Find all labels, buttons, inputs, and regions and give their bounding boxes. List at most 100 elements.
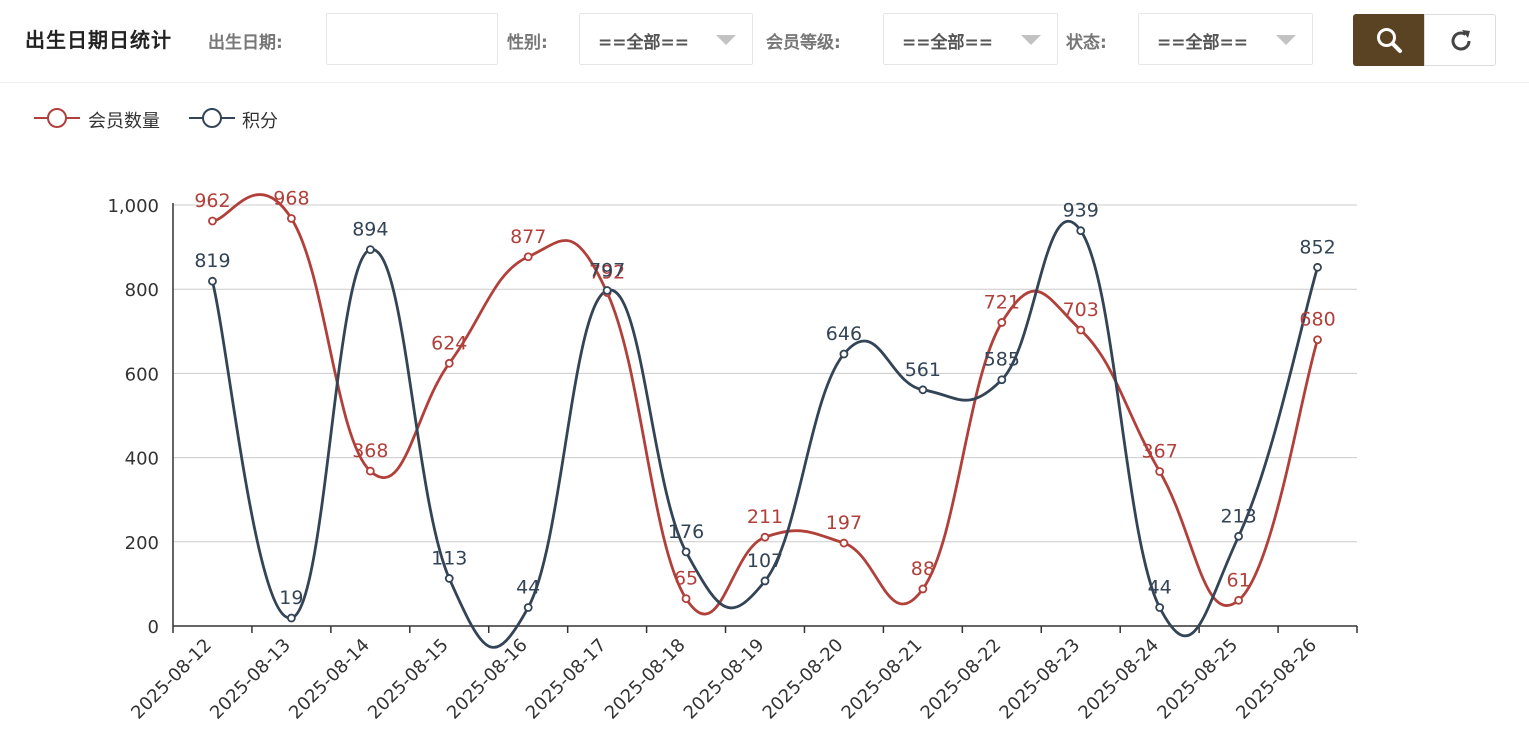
birth-date-input[interactable] (326, 13, 498, 65)
data-label: 877 (510, 226, 546, 248)
legend-label: 会员数量 (88, 111, 160, 132)
data-label: 646 (826, 323, 862, 345)
y-tick-label: 600 (125, 364, 159, 385)
data-point (760, 576, 770, 586)
legend-line-circle-icon (189, 108, 235, 128)
x-tick-label: 2025-08-14 (285, 635, 374, 724)
x-tick-label: 2025-08-26 (1232, 635, 1321, 724)
member-level-select-value: ==全部== (902, 33, 993, 53)
x-tick-label: 2025-08-17 (522, 635, 611, 724)
data-point (523, 603, 533, 612)
y-tick-label: 200 (125, 533, 159, 554)
data-point (918, 584, 928, 594)
data-label: 585 (984, 349, 1020, 371)
data-label: 176 (668, 521, 704, 543)
search-button[interactable] (1353, 14, 1425, 66)
data-label: 107 (747, 550, 783, 572)
data-label: 213 (1220, 505, 1256, 527)
y-tick-label: 1,000 (107, 196, 159, 217)
data-point (1155, 467, 1165, 476)
data-point (365, 466, 375, 476)
caret-down-icon (1276, 35, 1296, 45)
data-label: 703 (1063, 299, 1099, 321)
status-select[interactable]: ==全部== (1138, 13, 1313, 65)
y-tick-label: 0 (148, 617, 159, 638)
x-tick-label: 2025-08-19 (680, 635, 769, 724)
data-point (1234, 531, 1243, 541)
status-select-value: ==全部== (1157, 33, 1248, 53)
data-point (997, 318, 1007, 327)
legend-line-circle-icon (34, 108, 80, 128)
data-label: 968 (273, 187, 309, 209)
x-tick-label: 2025-08-16 (443, 635, 532, 724)
status-label: 状态: (1066, 33, 1107, 53)
x-tick-label: 2025-08-12 (127, 635, 216, 724)
x-tick-label: 2025-08-15 (364, 635, 453, 724)
data-label: 852 (1299, 236, 1335, 258)
legend-item-series-2[interactable]: 积分 (189, 106, 299, 132)
x-tick-label: 2025-08-13 (206, 635, 295, 724)
x-tick-label: 2025-08-24 (1074, 635, 1163, 724)
data-point (444, 574, 454, 583)
data-point (918, 385, 928, 395)
data-label: 561 (905, 359, 941, 381)
data-label: 19 (279, 587, 303, 609)
data-label: 368 (352, 440, 388, 462)
data-point (444, 358, 454, 368)
data-label: 88 (911, 558, 935, 580)
gender-select[interactable]: ==全部== (579, 13, 753, 65)
data-label: 367 (1142, 440, 1178, 462)
data-point (365, 245, 375, 255)
refresh-icon (1451, 30, 1471, 51)
data-point (1313, 335, 1322, 345)
data-label: 962 (194, 190, 230, 212)
data-point (208, 276, 217, 286)
x-tick-label: 2025-08-23 (995, 635, 1084, 724)
x-tick-label: 2025-08-18 (601, 635, 690, 724)
data-point (1234, 595, 1243, 605)
data-label: 792 (589, 262, 625, 284)
gender-label: 性别: (507, 33, 548, 53)
data-point (839, 349, 849, 359)
member-level-select[interactable]: ==全部== (883, 13, 1058, 65)
data-point (286, 613, 296, 623)
data-point (681, 594, 691, 604)
caret-down-icon (1021, 35, 1041, 45)
data-label: 61 (1227, 569, 1251, 591)
data-point (997, 375, 1007, 385)
data-label: 44 (516, 576, 540, 598)
y-tick-label: 800 (125, 280, 159, 301)
search-icon (1377, 28, 1402, 53)
legend-label: 积分 (242, 111, 278, 132)
x-tick-label: 2025-08-21 (838, 635, 927, 724)
data-point (1313, 262, 1322, 272)
data-point (760, 532, 770, 542)
birth-date-label: 出生日期: (208, 33, 283, 53)
data-point (1076, 325, 1086, 335)
data-point (602, 286, 612, 295)
data-point (208, 216, 217, 226)
data-point (286, 214, 296, 223)
data-label: 819 (194, 250, 230, 272)
x-tick-label: 2025-08-25 (1153, 635, 1242, 724)
data-label: 939 (1063, 200, 1099, 222)
reset-button[interactable] (1424, 14, 1496, 66)
data-label: 113 (431, 547, 467, 569)
data-point (523, 252, 533, 262)
data-label: 197 (826, 512, 862, 534)
data-label: 680 (1299, 309, 1335, 331)
data-label: 65 (674, 568, 698, 590)
legend-item-series-1[interactable]: 会员数量 (34, 106, 174, 132)
data-point (1076, 226, 1086, 236)
data-label: 624 (431, 332, 467, 354)
x-tick-label: 2025-08-20 (759, 635, 848, 724)
caret-down-icon (716, 35, 736, 45)
data-label: 797 (589, 259, 625, 281)
data-point (839, 538, 849, 548)
y-tick-label: 400 (125, 449, 159, 470)
data-point (681, 547, 691, 557)
data-label: 894 (352, 219, 388, 241)
data-point (1155, 603, 1165, 612)
data-label: 44 (1148, 576, 1172, 598)
